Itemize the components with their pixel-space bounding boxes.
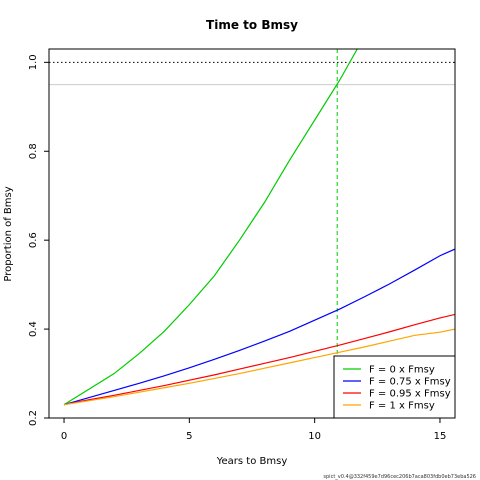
y-tick-label-1: 0.4 [28, 321, 39, 337]
y-axis-label: Proportion of Bmsy [3, 186, 14, 281]
plot-area [49, 49, 455, 418]
legend-label-3: F = 0.95 x Fmsy [369, 389, 451, 400]
legend-label-4: F = 1 x Fmsy [369, 401, 435, 412]
legend-label-1: F = 0 x Fmsy [369, 365, 435, 376]
axes: 0 5 10 15 0.2 0.4 0.6 0.8 1.0 [28, 48, 456, 442]
legend-label-2: F = 0.75 x Fmsy [369, 377, 451, 388]
series-line-2 [63, 248, 455, 406]
y-tick-label-0: 0.2 [28, 410, 39, 426]
version-footnote: spict_v0.4@332f459e7d96cec206b7aca803fdb… [323, 474, 476, 480]
plot-clipped-group [49, 49, 455, 418]
y-tick-label-4: 1.0 [28, 54, 39, 70]
series-line-3 [63, 313, 455, 406]
y-tick-label-2: 0.6 [28, 232, 39, 248]
x-tick-label-10: 10 [308, 431, 321, 442]
chart-title: Time to Bmsy [206, 18, 298, 32]
y-tick-label-3: 0.8 [28, 143, 39, 159]
x-tick-label-0: 0 [61, 431, 67, 442]
plot-frame [48, 48, 456, 419]
legend-box [333, 355, 456, 419]
series-line-4 [63, 328, 455, 406]
x-tick-label-5: 5 [186, 431, 192, 442]
series-line-1 [63, 49, 358, 406]
x-axis-label: Years to Bmsy [216, 456, 288, 467]
x-tick-label-15: 15 [434, 431, 447, 442]
